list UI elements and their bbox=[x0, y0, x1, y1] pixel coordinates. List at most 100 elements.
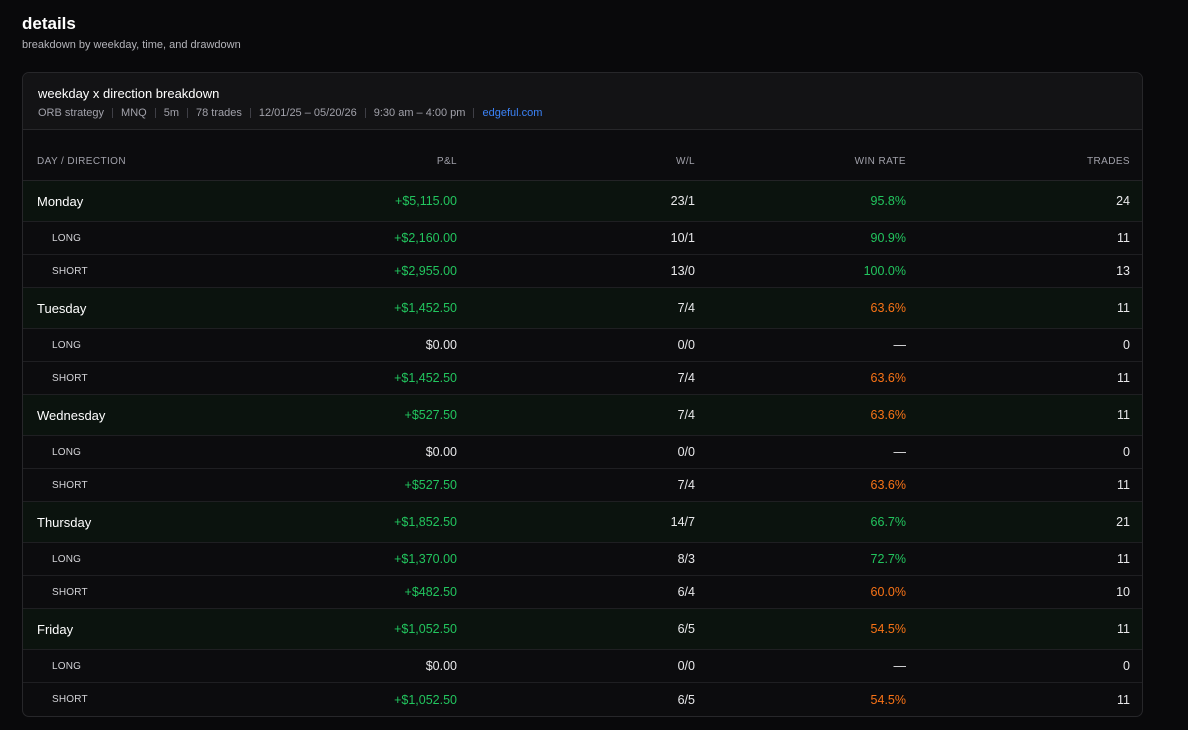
win-rate-cell: 54.5% bbox=[870, 622, 906, 636]
direction-row: SHORT +$1,452.50 7/4 63.6% 11 bbox=[23, 362, 1142, 395]
wl-cell: 0/0 bbox=[677, 338, 695, 352]
day-label: Tuesday bbox=[37, 300, 87, 316]
win-rate-cell: 66.7% bbox=[870, 515, 906, 529]
section-subtitle: breakdown by weekday, time, and drawdown bbox=[22, 39, 241, 51]
win-rate-cell: 54.5% bbox=[870, 692, 906, 707]
card-title: weekday x direction breakdown bbox=[38, 86, 220, 101]
pnl-cell: $0.00 bbox=[425, 445, 457, 459]
direction-label: SHORT bbox=[52, 586, 88, 598]
trades-cell: 11 bbox=[1117, 301, 1130, 315]
day-label: Friday bbox=[37, 621, 74, 637]
pnl-cell: $0.00 bbox=[425, 659, 457, 673]
meta-separator bbox=[186, 108, 188, 118]
meta-separator bbox=[249, 108, 251, 118]
win-rate-cell: 63.6% bbox=[870, 301, 906, 315]
direction-row: LONG $0.00 0/0 — 0 bbox=[23, 329, 1142, 362]
wl-cell: 0/0 bbox=[677, 445, 695, 459]
direction-row: SHORT +$482.50 6/4 60.0% 10 bbox=[23, 576, 1142, 609]
trades-cell: 11 bbox=[1117, 408, 1130, 422]
header-win-rate[interactable]: WIN RATE bbox=[854, 156, 906, 167]
pnl-cell: $0.00 bbox=[425, 338, 457, 352]
win-rate-cell: — bbox=[893, 659, 907, 673]
day-row: Friday +$1,052.50 6/5 54.5% 11 bbox=[23, 609, 1142, 650]
pnl-cell: +$2,955.00 bbox=[394, 264, 457, 278]
win-rate-cell: 63.6% bbox=[870, 408, 906, 422]
pnl-cell: +$5,115.00 bbox=[395, 194, 457, 208]
win-rate-cell: 63.6% bbox=[870, 478, 906, 492]
pnl-cell: +$527.50 bbox=[404, 478, 457, 492]
meta-timeframe: 5m bbox=[163, 107, 179, 119]
meta-separator bbox=[364, 108, 366, 118]
trades-cell: 11 bbox=[1117, 552, 1130, 566]
card-header: weekday x direction breakdown ORB strate… bbox=[23, 73, 1142, 130]
direction-row: SHORT +$527.50 7/4 63.6% 11 bbox=[23, 469, 1142, 502]
pnl-cell: +$1,370.00 bbox=[394, 552, 457, 566]
direction-row: SHORT +$2,955.00 13/0 100.0% 13 bbox=[23, 255, 1142, 288]
wl-cell: 0/0 bbox=[677, 659, 695, 673]
trades-cell: 24 bbox=[1116, 194, 1130, 208]
header-trades[interactable]: TRADES bbox=[1087, 156, 1130, 167]
win-rate-cell: 63.6% bbox=[870, 371, 906, 385]
direction-label: LONG bbox=[52, 339, 82, 351]
card-meta: ORB strategy MNQ 5m 78 trades 12/01/25 –… bbox=[38, 105, 1142, 121]
meta-separator bbox=[112, 108, 114, 118]
wl-cell: 6/5 bbox=[677, 692, 695, 707]
pnl-cell: +$1,052.50 bbox=[394, 622, 457, 636]
pnl-cell: +$527.50 bbox=[404, 408, 457, 422]
direction-label: LONG bbox=[52, 553, 82, 565]
win-rate-cell: 100.0% bbox=[863, 264, 906, 278]
day-row: Monday +$5,115.00 23/1 95.8% 24 bbox=[23, 181, 1142, 222]
header-pnl[interactable]: P&L bbox=[436, 156, 457, 167]
header-wl[interactable]: W/L bbox=[676, 156, 695, 167]
direction-label: LONG bbox=[52, 446, 82, 458]
meta-strategy: ORB strategy bbox=[38, 107, 105, 119]
trades-cell: 10 bbox=[1116, 585, 1130, 599]
win-rate-cell: 72.7% bbox=[870, 552, 906, 566]
trades-cell: 0 bbox=[1123, 338, 1130, 352]
meta-separator bbox=[473, 108, 475, 118]
table-header: DAY / DIRECTION P&L W/L WIN RATE TRADES bbox=[23, 130, 1142, 181]
meta-separator bbox=[154, 108, 156, 118]
day-row: Tuesday +$1,452.50 7/4 63.6% 11 bbox=[23, 288, 1142, 329]
direction-label: LONG bbox=[52, 660, 82, 672]
pnl-cell: +$2,160.00 bbox=[394, 231, 457, 245]
wl-cell: 7/4 bbox=[677, 478, 695, 492]
trades-cell: 11 bbox=[1117, 622, 1130, 636]
wl-cell: 8/3 bbox=[677, 552, 695, 566]
direction-row: SHORT +$1,052.50 6/5 54.5% 11 bbox=[23, 683, 1142, 716]
wl-cell: 6/4 bbox=[677, 585, 695, 599]
trades-cell: 11 bbox=[1117, 231, 1130, 245]
trades-cell: 0 bbox=[1123, 445, 1130, 459]
wl-cell: 10/1 bbox=[670, 231, 695, 245]
trades-cell: 11 bbox=[1117, 692, 1130, 707]
wl-cell: 13/0 bbox=[670, 264, 695, 278]
direction-label: SHORT bbox=[52, 265, 88, 277]
trades-cell: 0 bbox=[1123, 659, 1130, 673]
day-row: Wednesday +$527.50 7/4 63.6% 11 bbox=[23, 395, 1142, 436]
meta-session-hours: 9:30 am – 4:00 pm bbox=[373, 107, 466, 119]
day-label: Wednesday bbox=[37, 407, 106, 423]
pnl-cell: +$482.50 bbox=[404, 585, 457, 599]
trades-cell: 11 bbox=[1117, 371, 1130, 385]
trades-cell: 21 bbox=[1116, 515, 1130, 529]
header-day-direction[interactable]: DAY / DIRECTION bbox=[37, 156, 126, 167]
edgeful-link[interactable]: edgeful.com bbox=[482, 107, 543, 119]
wl-cell: 14/7 bbox=[670, 515, 695, 529]
day-label: Monday bbox=[37, 193, 84, 209]
win-rate-cell: — bbox=[893, 338, 907, 352]
pnl-cell: +$1,452.50 bbox=[394, 371, 457, 385]
wl-cell: 6/5 bbox=[677, 622, 695, 636]
direction-row: LONG $0.00 0/0 — 0 bbox=[23, 650, 1142, 683]
win-rate-cell: — bbox=[893, 445, 907, 459]
day-label: Thursday bbox=[37, 514, 92, 530]
wl-cell: 7/4 bbox=[677, 371, 695, 385]
wl-cell: 23/1 bbox=[670, 194, 695, 208]
direction-row: LONG $0.00 0/0 — 0 bbox=[23, 436, 1142, 469]
trades-cell: 13 bbox=[1116, 264, 1130, 278]
pnl-cell: +$1,852.50 bbox=[394, 515, 457, 529]
trades-cell: 11 bbox=[1117, 478, 1130, 492]
weekday-direction-card: weekday x direction breakdown ORB strate… bbox=[22, 72, 1143, 717]
pnl-cell: +$1,452.50 bbox=[394, 301, 457, 315]
day-row: Thursday +$1,852.50 14/7 66.7% 21 bbox=[23, 502, 1142, 543]
